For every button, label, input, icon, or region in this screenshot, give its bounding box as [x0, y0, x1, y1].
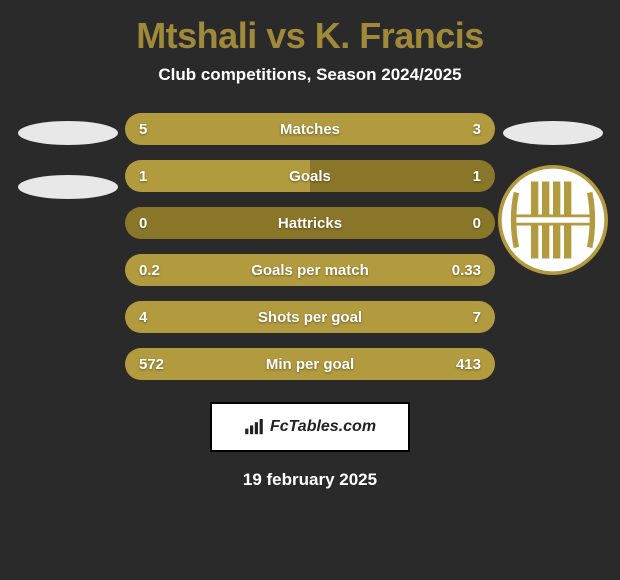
stat-bar: 572 Min per goal 413: [125, 348, 495, 380]
stat-bar: 0 Hattricks 0: [125, 207, 495, 239]
subtitle: Club competitions, Season 2024/2025: [0, 65, 620, 85]
stat-right-value: 7: [473, 309, 481, 326]
date-label: 19 february 2025: [0, 470, 620, 490]
stat-right-value: 0.33: [452, 262, 481, 279]
stat-left-value: 572: [139, 356, 164, 373]
stat-left-value: 4: [139, 309, 147, 326]
stat-label: Matches: [280, 121, 340, 138]
stat-right-value: 413: [456, 356, 481, 373]
stat-label: Min per goal: [266, 356, 354, 373]
stat-left-value: 0: [139, 215, 147, 232]
player1-badge-top: [18, 121, 118, 145]
player1-badge-bottom: [18, 175, 118, 199]
stat-left-value: 5: [139, 121, 147, 138]
stat-bar: 4 Shots per goal 7: [125, 301, 495, 333]
bar-fill-left: [125, 160, 310, 192]
stats-bars: 5 Matches 3 1 Goals 1 0 Hattricks 0 0.2 Goals per …: [125, 113, 495, 380]
stat-left-value: 1: [139, 168, 147, 185]
stat-right-value: 1: [473, 168, 481, 185]
player2-badges: [495, 113, 610, 275]
stat-left-value: 0.2: [139, 262, 160, 279]
page-title: Mtshali vs K. Francis: [0, 15, 620, 57]
player2-badge-top: [503, 121, 603, 145]
stat-bar: 0.2 Goals per match 0.33: [125, 254, 495, 286]
brand-label: FcTables.com: [270, 418, 376, 436]
stat-right-value: 0: [473, 215, 481, 232]
stat-label: Goals: [289, 168, 331, 185]
stat-bar: 1 Goals 1: [125, 160, 495, 192]
stat-label: Shots per goal: [258, 309, 362, 326]
stat-bar: 5 Matches 3: [125, 113, 495, 145]
stat-label: Hattricks: [278, 215, 342, 232]
stat-right-value: 3: [473, 121, 481, 138]
chart-icon: [244, 419, 264, 435]
stat-label: Goals per match: [251, 262, 369, 279]
brand-box[interactable]: FcTables.com: [210, 402, 410, 452]
club-logo-icon: [498, 165, 608, 275]
comparison-row: 5 Matches 3 1 Goals 1 0 Hattricks 0 0.2 Goals per …: [0, 113, 620, 380]
player1-badges: [10, 113, 125, 199]
